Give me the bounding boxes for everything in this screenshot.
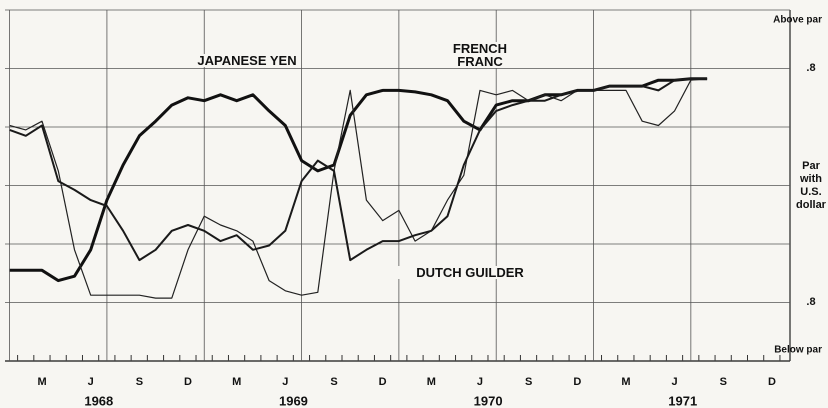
x-tick-label: J [282,376,288,388]
x-tick-label: M [232,376,241,388]
year-label: 1971 [668,393,697,408]
x-tick-label: S [330,376,337,388]
y-tick-label: Par with U.S. dollar [796,159,826,211]
y-tick-label: .8 [806,295,816,308]
year-label: 1970 [474,393,503,408]
x-tick-label: M [427,376,436,388]
series-line [9,77,708,283]
series-line [9,77,708,262]
series-label: JAPANESE YEN [195,54,299,67]
x-tick-label: M [37,376,46,388]
x-tick-label: D [379,376,387,388]
x-tick-label: D [768,376,776,388]
y-tick-label: .8 [806,61,816,74]
x-tick-label: J [88,376,94,388]
above-par-label: Above par [773,15,822,26]
x-tick-label: D [184,376,192,388]
x-tick-label: J [672,376,678,388]
x-tick-label: M [621,376,630,388]
x-tick-label: J [477,376,483,388]
x-tick-label: D [573,376,581,388]
year-label: 1968 [84,393,113,408]
year-label: 1969 [279,393,308,408]
series-label: DUTCH GUILDER [398,266,542,279]
series-line [9,78,708,299]
x-tick-label: S [720,376,727,388]
x-tick-label: S [136,376,143,388]
below-par-label: Below par [774,345,822,356]
x-tick-label: S [525,376,532,388]
series-label: FRENCH FRANC [438,42,522,68]
